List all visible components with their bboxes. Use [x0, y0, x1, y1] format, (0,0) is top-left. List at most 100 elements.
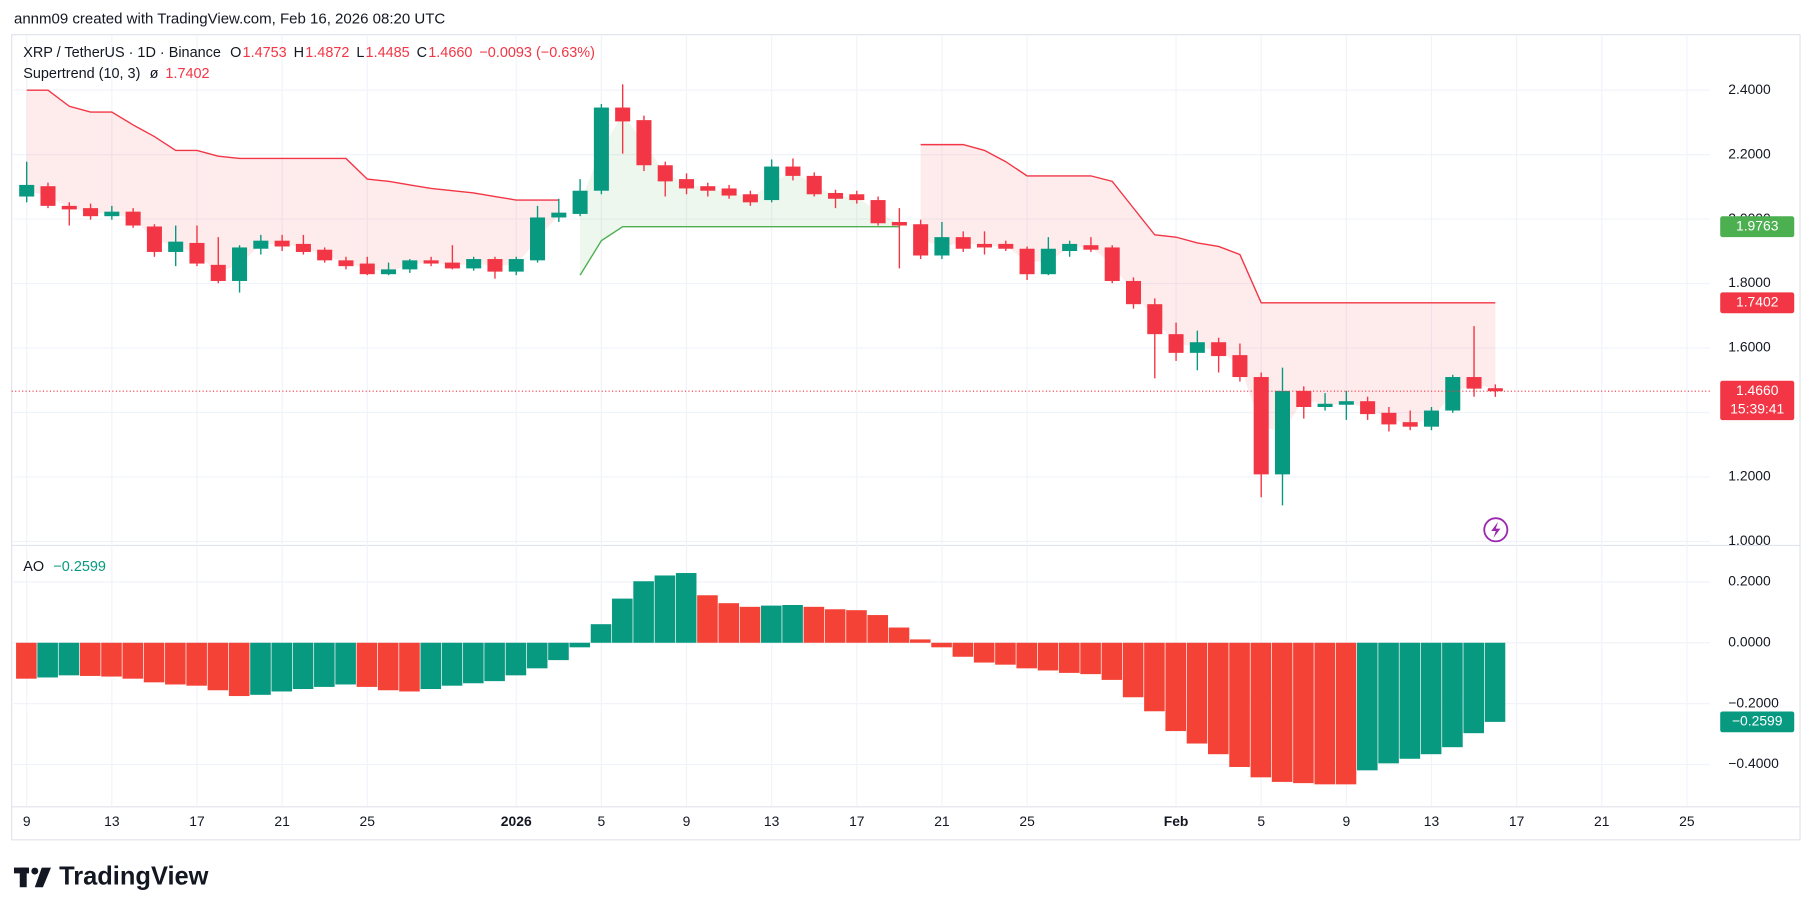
- ao-bar: [931, 642, 952, 648]
- candle-body: [487, 259, 503, 272]
- x-tick-label: 21: [934, 813, 950, 829]
- candle-body: [444, 262, 460, 269]
- x-tick-label: 13: [104, 813, 120, 829]
- ao-bar: [1144, 642, 1165, 712]
- alert-icon[interactable]: [1483, 517, 1509, 543]
- ao-bar: [16, 642, 37, 679]
- ao-name: AO: [23, 559, 44, 575]
- ao-bar: [590, 624, 612, 643]
- ao-bar: [37, 642, 58, 678]
- candle-body: [572, 190, 588, 214]
- price-label-box: [1720, 711, 1795, 733]
- ao-bar: [399, 642, 420, 692]
- ao-bar: [58, 642, 80, 676]
- candle-body: [40, 186, 56, 206]
- indicator-legend: Supertrend (10, 3) ø 1.7402: [23, 66, 209, 82]
- ao-bar: [803, 606, 825, 643]
- x-tick-label: 13: [1424, 813, 1440, 829]
- candle-body: [998, 243, 1014, 249]
- candle-body: [1274, 390, 1291, 475]
- ao-bar: [1293, 642, 1314, 784]
- candle-body: [721, 188, 737, 196]
- ao-bar: [697, 595, 718, 643]
- candle-body: [530, 217, 546, 261]
- ao-bar: [846, 610, 867, 643]
- symbol: XRP / TetherUS · 1D · Binance: [23, 45, 221, 61]
- candle-body: [1466, 377, 1482, 389]
- candle-body: [359, 263, 375, 275]
- candle-body: [764, 166, 780, 201]
- price-label: −0.2599: [1732, 713, 1783, 729]
- ao-bar: [718, 603, 740, 643]
- x-tick-label: 9: [23, 813, 31, 829]
- candle-body: [636, 120, 652, 166]
- x-tick-label: 17: [189, 813, 205, 829]
- ao-legend: AO −0.2599: [23, 559, 106, 575]
- candle-body: [1402, 422, 1418, 427]
- ao-bar: [1463, 642, 1484, 734]
- ao-bar: [910, 639, 931, 643]
- countdown: 15:39:41: [1730, 400, 1784, 416]
- x-tick-label: 5: [1257, 813, 1265, 829]
- x-tick-label: 9: [1342, 813, 1350, 829]
- ao-bar: [143, 642, 165, 683]
- candle-body: [1232, 355, 1248, 378]
- candle-body: [891, 221, 907, 226]
- candle-body: [1083, 245, 1099, 250]
- ao-bar: [122, 642, 144, 679]
- candle-body: [338, 260, 354, 267]
- brand: TradingView: [59, 863, 209, 891]
- ao-bar: [1356, 642, 1378, 771]
- ao-bar: [1335, 642, 1357, 785]
- candle-body: [317, 249, 333, 261]
- ao-bar: [250, 642, 271, 695]
- candle-body: [189, 242, 205, 264]
- ao-bar: [867, 615, 889, 643]
- ao-bar: [207, 642, 229, 691]
- ao-bar: [1207, 642, 1229, 755]
- ao-bar: [505, 642, 527, 676]
- ao-bar: [739, 606, 761, 643]
- ao-bar: [1080, 642, 1101, 675]
- candle-body: [1317, 403, 1333, 408]
- candle-body: [551, 212, 567, 218]
- candle-body: [125, 211, 141, 226]
- ao-bar: [612, 598, 633, 643]
- y-tick-label: 0.0000: [1728, 633, 1771, 649]
- candle-body: [508, 259, 524, 272]
- candle-body: [1445, 377, 1461, 411]
- candle-body: [827, 192, 844, 199]
- ao-bar: [314, 642, 335, 687]
- ao-bar: [1122, 642, 1144, 698]
- logo[interactable]: TradingView: [13, 863, 209, 891]
- candle-body: [785, 166, 801, 176]
- candle-body: [274, 240, 290, 247]
- ao-bar: [1229, 642, 1250, 767]
- ao-bar: [1484, 642, 1506, 722]
- legend-change: −0.0093 (−0.63%): [479, 45, 595, 61]
- x-tick-label: 5: [598, 813, 606, 829]
- ao-bar: [377, 642, 399, 691]
- price-label: 1.7402: [1736, 293, 1779, 309]
- x-tick-label: 2026: [501, 813, 532, 829]
- candle-body: [1104, 247, 1120, 281]
- candle-body: [615, 107, 631, 122]
- ao-bar: [761, 605, 782, 643]
- legend-key: C: [417, 45, 427, 61]
- logo-part: [31, 867, 39, 875]
- ao-bar: [1399, 642, 1421, 759]
- ao-bar: [1420, 642, 1442, 755]
- y-tick-label: −0.4000: [1728, 755, 1779, 771]
- ao-value: −0.2599: [53, 559, 106, 575]
- y-tick-label: −0.2000: [1728, 694, 1779, 710]
- x-tick-label: 25: [360, 813, 376, 829]
- candle-body: [657, 165, 673, 182]
- candle-body: [295, 243, 311, 252]
- ao-bar: [1037, 642, 1059, 671]
- ao-bar: [824, 609, 846, 643]
- logo-part: [34, 867, 51, 888]
- indicator-value: 1.7402: [165, 66, 209, 82]
- price-label-box: [1720, 380, 1795, 421]
- price-label: 1.4660: [1736, 382, 1779, 398]
